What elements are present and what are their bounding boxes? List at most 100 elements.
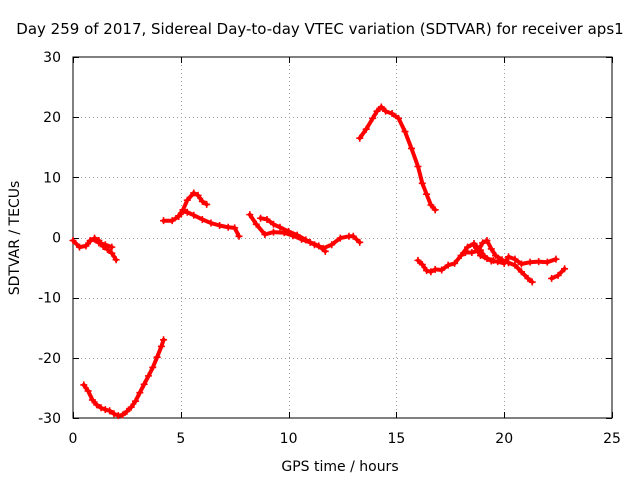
data-point [110,410,118,418]
data-point [479,239,487,247]
data-point [261,230,269,238]
x-tick-label: 20 [495,431,513,447]
data-point [160,336,168,344]
data-point [418,261,426,269]
data-point [216,221,224,229]
data-point [69,237,77,245]
y-tick-label: -10 [38,291,61,307]
data-point [498,256,506,264]
data-point [88,396,96,404]
data-point [127,403,135,411]
y-tick-label: 20 [43,110,61,126]
data-point [84,387,92,395]
data-point [75,243,83,251]
data-point [91,235,99,243]
data-point [144,372,152,380]
data-point [108,243,116,251]
data-point [561,265,569,273]
data-point [194,191,202,199]
data-point [356,134,364,142]
data-point [483,237,491,245]
data-point [101,241,109,249]
data-point [401,128,409,136]
data-point [140,380,148,388]
data-point [246,211,254,219]
data-point [97,404,105,412]
data-point [302,236,310,244]
data-point [438,266,446,274]
data-point [511,255,519,263]
data-point [235,232,243,240]
data-point [198,215,206,223]
data-point [457,252,465,260]
data-point [543,258,551,266]
data-point [362,125,370,133]
data-point [356,238,364,246]
data-point [431,206,439,214]
data-point [93,401,101,409]
series-arc-7 [257,214,364,252]
data-point [207,219,215,227]
data-point [310,241,318,249]
data-point [505,253,513,261]
data-point [382,107,390,115]
y-tick-label: 0 [52,231,61,247]
data-point [373,107,381,115]
y-tick-label: 10 [43,170,61,186]
data-point [263,215,271,223]
data-point [526,258,534,266]
data-point [231,224,239,232]
series-arc-8 [356,103,439,214]
data-point [427,201,435,209]
data-point [517,268,525,276]
x-tick-label: 15 [387,431,405,447]
y-tick-label: -30 [38,411,61,427]
data-point [106,407,114,415]
data-point [414,163,422,171]
x-tick-label: 5 [176,431,185,447]
data-point [276,223,284,231]
data-point [511,261,519,269]
data-point [388,110,396,118]
data-point [395,114,403,122]
y-tick-label: 30 [43,50,61,66]
data-point [461,249,469,257]
data-point [464,243,472,251]
data-point [82,242,90,250]
data-point [190,189,198,197]
axis-ticks: 0 5 10 15 20 25 -30 -20 -10 0 10 20 30 [38,50,621,447]
chart-title: Day 259 of 2017, Sidereal Day-to-day VTE… [16,20,623,38]
data-point [483,255,491,263]
data-point [95,239,103,247]
data-point [427,268,435,276]
data-point [198,197,206,205]
data-point [431,265,439,273]
data-point [285,227,293,235]
series-arc-5 [175,208,243,240]
data-point [407,144,415,152]
data-point [123,407,131,415]
data-point [86,237,94,245]
data-point [528,278,536,286]
series-line [472,243,496,263]
data-point [451,259,459,267]
data-point [132,397,140,405]
data-point [257,214,265,222]
data-point [270,220,278,228]
x-tick-label: 10 [280,431,298,447]
x-tick-label: 25 [603,431,621,447]
data-point [418,179,426,187]
data-point [414,256,422,264]
data-point [349,232,357,240]
data-point [444,261,452,269]
data-point [224,223,232,231]
series-arc-3 [80,336,168,420]
y-tick-label: -20 [38,351,61,367]
data-point [487,245,495,253]
data-point [183,196,191,204]
data-point [470,241,478,249]
data-point [423,190,431,198]
data-point [112,256,120,264]
